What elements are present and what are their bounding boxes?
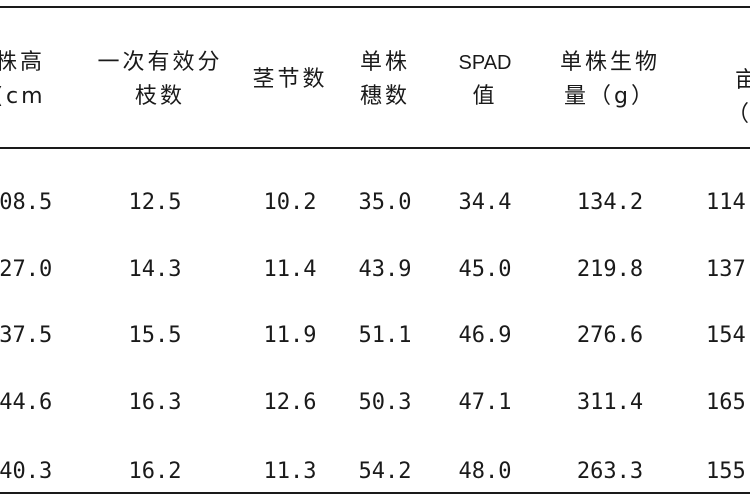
header-stem-nodes: 茎节数 xyxy=(252,67,328,92)
table-cell: 12.6 xyxy=(263,390,317,415)
table-cell: 12.5 xyxy=(128,190,182,215)
table-cell: 45.0 xyxy=(458,257,512,282)
table-cell: 47.1 xyxy=(458,390,512,415)
table-cell: 46.9 xyxy=(458,323,512,348)
table-cell: 10.2 xyxy=(263,190,317,215)
table-cell: 137. xyxy=(706,257,750,282)
table-cell: 11.9 xyxy=(263,323,317,348)
table-cell: 51.1 xyxy=(358,323,412,348)
table-cell: 165. xyxy=(706,390,750,415)
table-cell: 11.4 xyxy=(263,257,317,282)
table-cell: 50.3 xyxy=(358,390,412,415)
table-cell: 311.4 xyxy=(576,390,644,415)
header-primary-branches: 一次有效分 枝数 xyxy=(97,50,223,109)
table-bottom-rule xyxy=(0,492,750,494)
header-biomass-per-plant: 单株生物 量（g） xyxy=(559,50,660,109)
table-cell: 134.2 xyxy=(576,190,644,215)
table-cell: 219.8 xyxy=(576,257,644,282)
table-cell: 276.6 xyxy=(576,323,644,348)
table-cell: 48.0 xyxy=(458,459,512,484)
table-cell: 14.3 xyxy=(128,257,182,282)
table-cell: 15.5 xyxy=(128,323,182,348)
table-cell: 155. xyxy=(706,459,750,484)
table-cell: 54.2 xyxy=(358,459,412,484)
table-cell: 34.4 xyxy=(458,190,512,215)
table-cell: 108.5 xyxy=(0,190,53,215)
table-cell: 43.9 xyxy=(358,257,412,282)
header-panicles-per-plant: 单株 穗数 xyxy=(359,50,410,109)
table-header-rule xyxy=(0,147,750,149)
header-plant-height: 株高 (cm xyxy=(0,50,46,109)
table-cell: 16.2 xyxy=(128,459,182,484)
table-cell: 154. xyxy=(706,323,750,348)
header-yield-per-mu: 亩产 （斤 xyxy=(726,68,750,127)
table-cell: 127.0 xyxy=(0,257,53,282)
table-cell: 16.3 xyxy=(128,390,182,415)
table-cell: 137.5 xyxy=(0,323,53,348)
table-cell: 144.6 xyxy=(0,390,53,415)
table-cell: 263.3 xyxy=(576,459,644,484)
table-cell: 114. xyxy=(706,190,750,215)
table-cell: 35.0 xyxy=(358,190,412,215)
header-spad: SPAD 值 xyxy=(458,52,512,109)
table-cell: 140.3 xyxy=(0,459,53,484)
table-cell: 11.3 xyxy=(263,459,317,484)
table-top-rule xyxy=(0,6,750,8)
